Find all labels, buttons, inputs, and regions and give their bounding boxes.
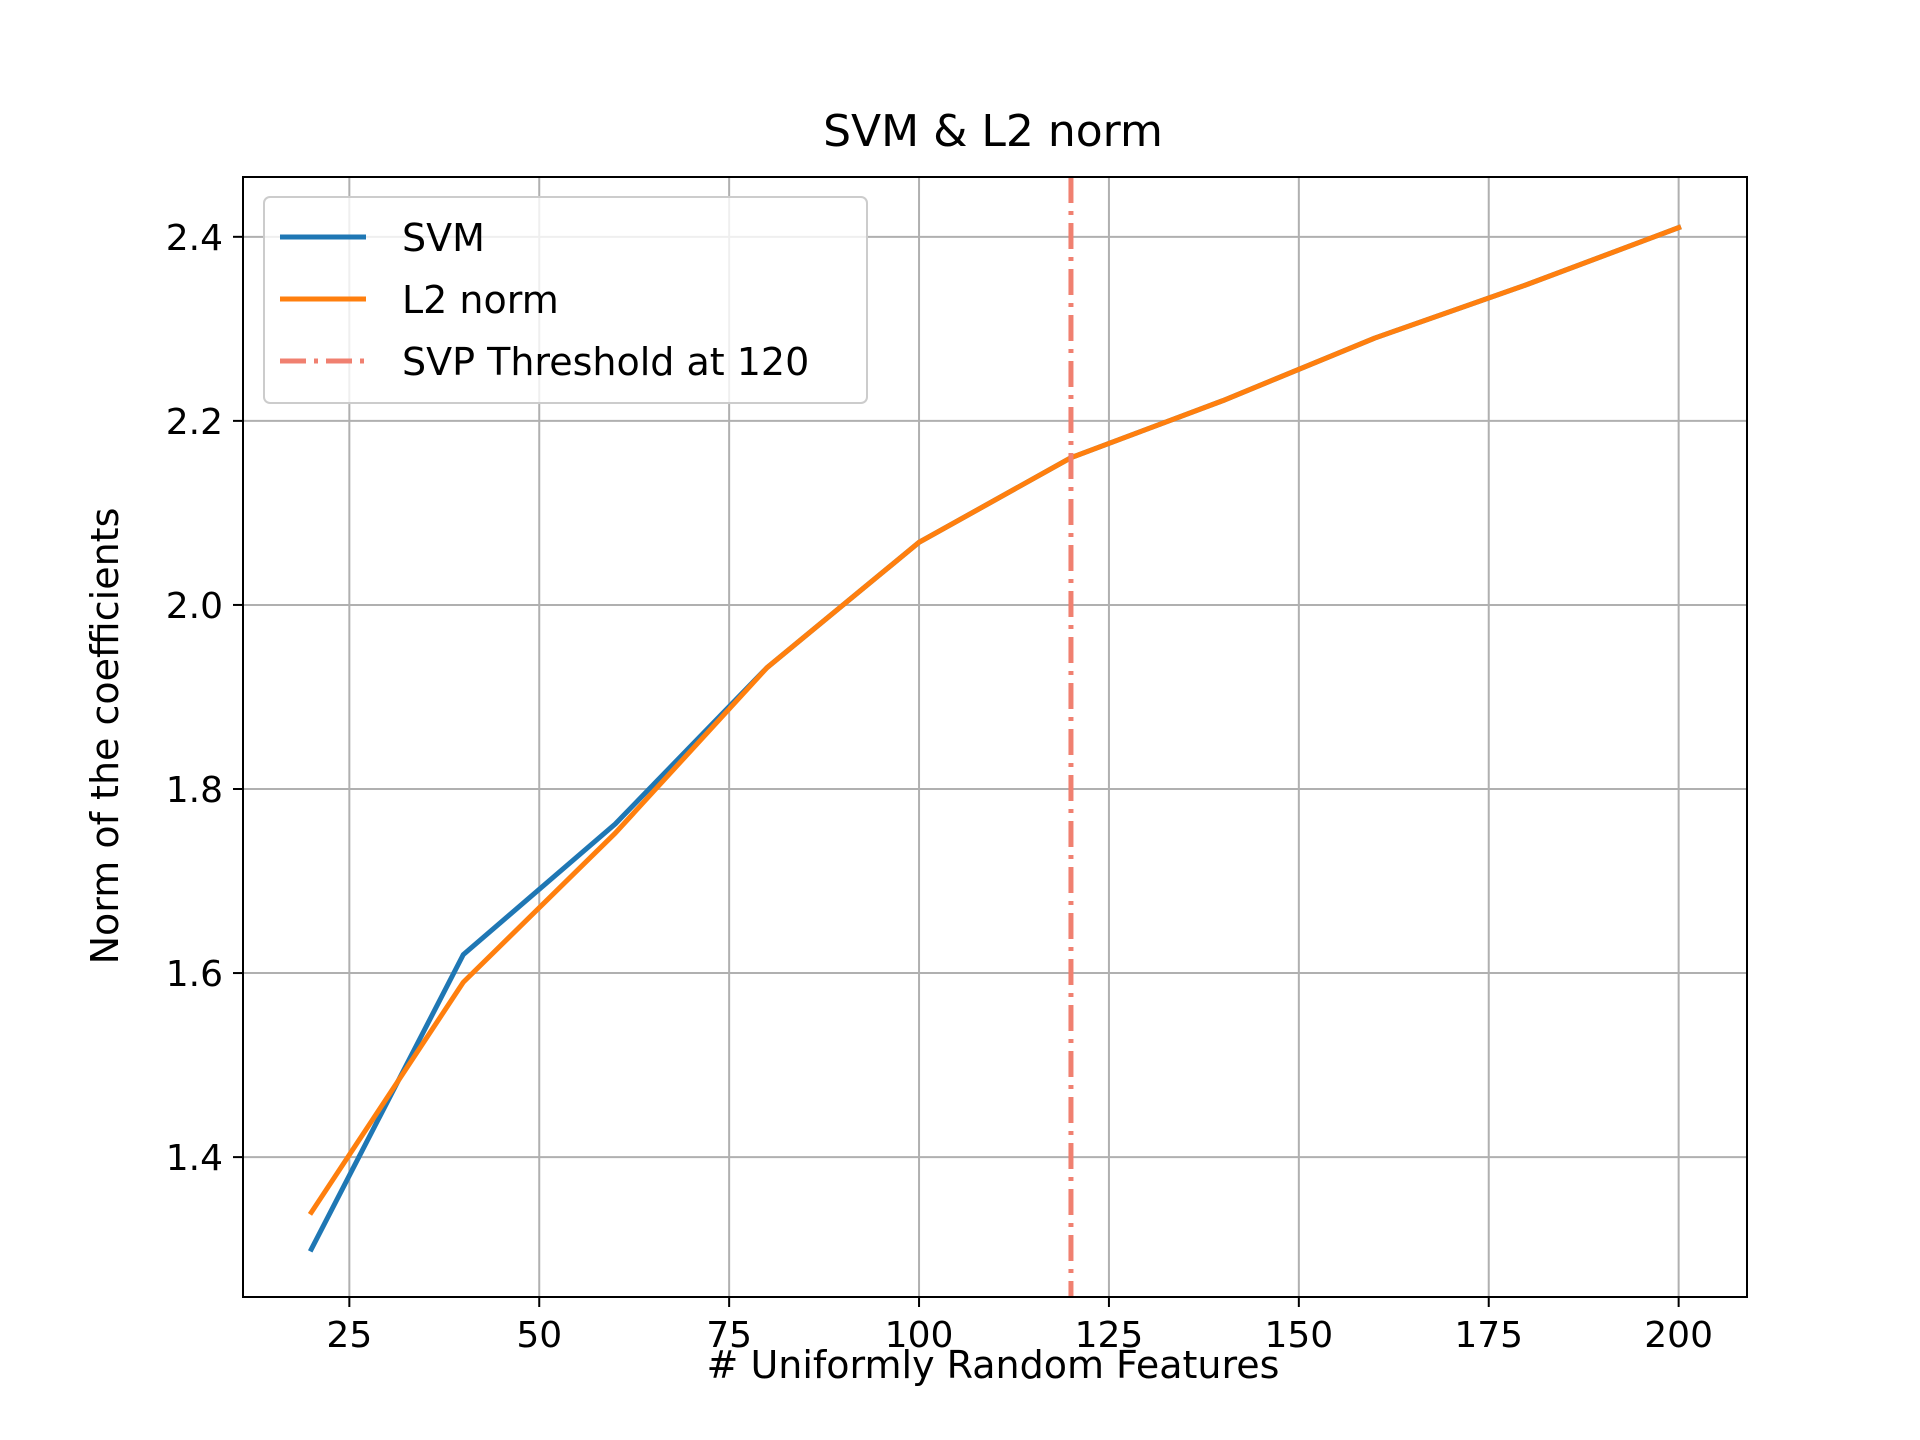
x-tick-label: 175: [1454, 1315, 1523, 1356]
legend-label: L2 norm: [402, 278, 559, 322]
x-tick-label: 50: [516, 1315, 562, 1356]
y-tick-label: 1.4: [166, 1138, 223, 1179]
x-tick-label: 25: [326, 1315, 372, 1356]
series-line-l2-norm: [307, 224, 1682, 1216]
x-tick-label: 75: [706, 1315, 752, 1356]
legend-label: SVP Threshold at 120: [402, 340, 809, 384]
plot-frame: [242, 176, 1748, 1298]
y-tick-label: 2.4: [166, 218, 223, 259]
x-tick-label: 125: [1075, 1315, 1144, 1356]
legend-box: [263, 196, 868, 404]
y-axis-label: Norm of the coefficients: [83, 508, 127, 965]
x-tick-label: 150: [1264, 1315, 1333, 1356]
ticks: 25 50 75 100 125 150 175 200 1.4 1.6 1.8 2.0 2.2 2.4: [166, 218, 1713, 1356]
x-tick-label: 200: [1644, 1315, 1713, 1356]
x-tick-label: 100: [885, 1315, 954, 1356]
series-layer: [307, 177, 1682, 1297]
y-tick-label: 2.2: [166, 402, 223, 443]
legend: SVM L2 norm SVP Threshold at 120: [263, 196, 868, 404]
y-tick-label: 1.8: [166, 770, 223, 811]
x-axis-label: # Uniformly Random Features: [707, 1343, 1280, 1387]
chart-title: SVM & L2 norm: [823, 106, 1163, 157]
y-tick-label: 2.0: [166, 586, 223, 627]
y-tick-label: 1.6: [166, 954, 223, 995]
legend-label: SVM: [402, 216, 485, 260]
